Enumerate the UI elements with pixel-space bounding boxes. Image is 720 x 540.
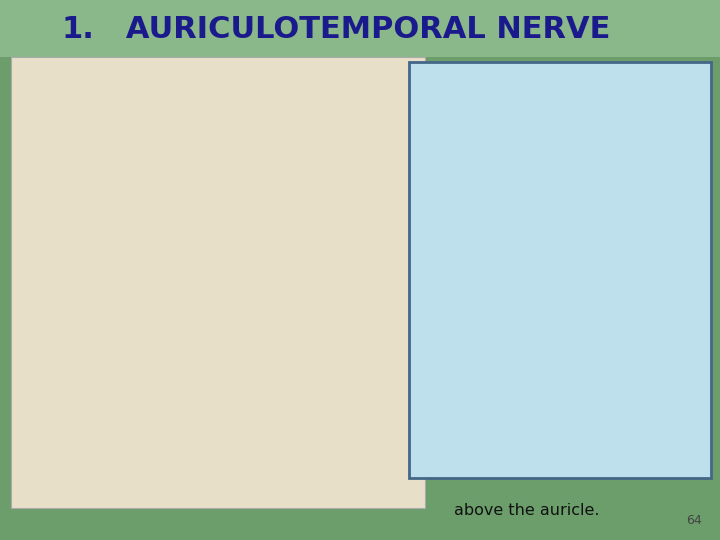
Text: nerve: nerve — [424, 118, 476, 133]
Text: ascends from the: ascends from the — [474, 118, 613, 133]
Text: gland between the: gland between the — [424, 197, 575, 212]
Text: superficial temporal vessels: superficial temporal vessels — [424, 237, 649, 252]
Text: auricle, the external auditory: auricle, the external auditory — [454, 345, 689, 360]
Text: upper border of the parotid: upper border of the parotid — [424, 158, 644, 173]
Text: and the auricle.: and the auricle. — [424, 276, 551, 291]
Text: The auriculotemporal: The auriculotemporal — [424, 79, 618, 94]
Text: It supplies the skin of the: It supplies the skin of the — [454, 305, 657, 320]
Text: above the auricle.: above the auricle. — [454, 503, 600, 518]
Text: 64: 64 — [686, 514, 702, 526]
Text: the tympanic membrane,: the tympanic membrane, — [454, 424, 660, 439]
Text: 1.: 1. — [61, 15, 94, 44]
Text: AURICULOTEMPORAL NERVE: AURICULOTEMPORAL NERVE — [94, 15, 610, 44]
Text: meatus, the outer surface of: meatus, the outer surface of — [454, 384, 684, 400]
Text: •: • — [421, 305, 431, 323]
Text: and the skin of the scalp: and the skin of the scalp — [454, 463, 652, 478]
